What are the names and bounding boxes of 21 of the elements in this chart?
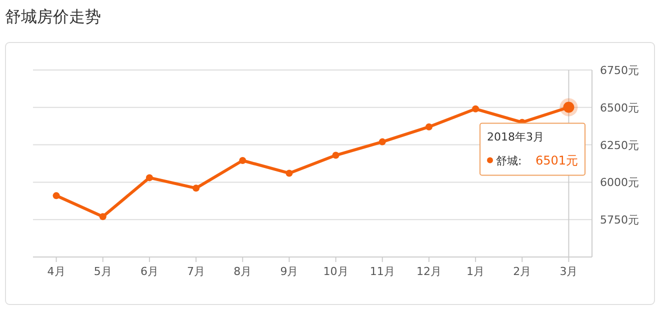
y-tick-label: 5750元: [600, 214, 639, 227]
annotation: 6501元: [535, 153, 578, 168]
y-tick-label: 6000元: [600, 176, 639, 190]
x-tick-label: 2月: [513, 265, 532, 278]
x-tick-label: 3月: [560, 265, 578, 278]
x-tick-label: 11月: [370, 265, 395, 278]
x-tick-label: 12月: [416, 265, 442, 278]
legend-label: 舒城:: [496, 154, 522, 168]
x-tick-label: 7月: [187, 265, 206, 278]
annotation: 2018年3月: [487, 130, 544, 144]
x-tick-label: 5月: [94, 265, 112, 278]
x-tick-label: 1月: [466, 265, 485, 278]
x-tick-label: 4月: [47, 265, 66, 278]
y-tick-label: 6500元: [600, 101, 639, 114]
chart-title: 舒城房价走势: [5, 7, 101, 26]
x-tick-label: 10月: [323, 265, 348, 278]
y-tick-label: 6750元: [600, 64, 639, 77]
x-tick-label: 6月: [140, 265, 158, 278]
x-tick-label: 9月: [280, 265, 298, 278]
x-tick-label: 8月: [234, 265, 252, 278]
y-tick-label: 6250元: [600, 138, 639, 152]
